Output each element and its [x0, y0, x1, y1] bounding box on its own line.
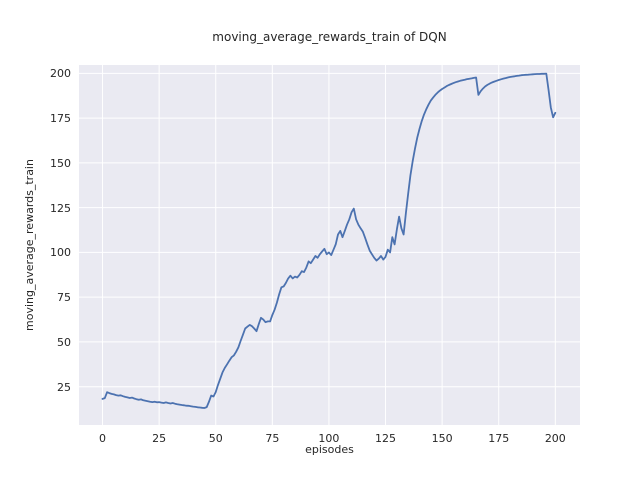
chart-title: moving_average_rewards_train of DQN [212, 30, 447, 44]
y-tick-label: 150 [50, 156, 71, 170]
x-tick-label: 75 [265, 432, 280, 445]
x-tick-label: 100 [318, 432, 340, 445]
y-tick-label: 75 [57, 291, 71, 305]
x-tick-label: 200 [544, 432, 566, 445]
plot-area [79, 65, 580, 425]
x-tick-label: 0 [99, 432, 107, 445]
x-tick-label: 125 [375, 432, 397, 445]
x-tick-label: 150 [431, 432, 453, 445]
x-tick-label: 25 [152, 432, 167, 445]
y-tick-label: 200 [50, 67, 71, 81]
x-tick-label: 175 [488, 432, 510, 445]
axes-canvas [79, 65, 580, 425]
series-line-moving_average_rewards_train [101, 72, 557, 409]
y-tick-label: 125 [50, 201, 71, 215]
y-tick-label: 50 [57, 335, 71, 349]
x-axis-label: episodes [305, 443, 354, 456]
y-tick-label: 100 [50, 246, 71, 260]
y-tick-label: 175 [50, 112, 71, 126]
x-tick-label: 50 [208, 432, 223, 445]
y-tick-label: 25 [57, 380, 71, 394]
gridlines [79, 65, 580, 425]
